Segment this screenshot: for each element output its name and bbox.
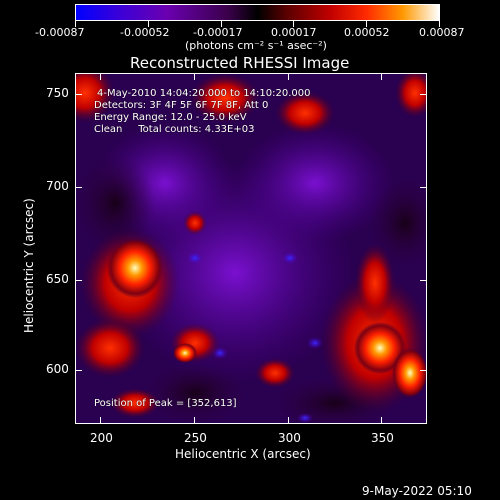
clean-counts-text: Clean Total counts: 4.33E+03 <box>94 124 255 135</box>
colorbar-tick-label: -0.00052 <box>120 26 170 39</box>
x-tick <box>194 73 195 80</box>
y-tick <box>75 370 82 371</box>
colorbar-tick <box>221 21 222 27</box>
y-tick-label: 700 <box>46 179 69 193</box>
colorbar-tick <box>366 21 367 27</box>
colorbar-units: (photons cm⁻² s⁻¹ asec⁻²) <box>185 39 327 52</box>
x-tick-label: 300 <box>278 431 301 445</box>
y-tick-label: 750 <box>46 86 69 100</box>
y-tick <box>420 280 427 281</box>
energy-range-text: Energy Range: 12.0 - 25.0 keV <box>94 112 247 123</box>
x-tick <box>288 417 289 424</box>
x-tick <box>381 417 382 424</box>
y-tick <box>420 94 427 95</box>
x-tick <box>100 417 101 424</box>
time-range-text: 4-May-2010 14:04:20.000 to 14:10:20.000 <box>97 88 311 99</box>
colorbar-tick <box>148 21 149 27</box>
y-tick-label: 600 <box>46 362 69 376</box>
y-tick <box>420 187 427 188</box>
x-tick <box>100 73 101 80</box>
y-tick-label: 650 <box>46 272 69 286</box>
intensity-map <box>75 73 427 424</box>
x-tick-label: 250 <box>184 431 207 445</box>
peak-position-text: Position of Peak = [352,613] <box>94 398 237 409</box>
colorbar-tick-label: 0.00052 <box>344 26 390 39</box>
colorbar-tick-label: 0.00087 <box>419 26 465 39</box>
y-tick <box>420 370 427 371</box>
x-tick <box>194 417 195 424</box>
x-axis-label: Heliocentric X (arcsec) <box>175 447 311 461</box>
detectors-text: Detectors: 3F 4F 5F 6F 7F 8F, Att 0 <box>94 100 269 111</box>
x-tick-label: 350 <box>371 431 394 445</box>
colorbar-tick-label: 0.00017 <box>271 26 317 39</box>
x-tick-label: 200 <box>90 431 113 445</box>
y-tick <box>75 280 82 281</box>
colorbar-tick <box>439 21 440 27</box>
colorbar <box>75 4 440 21</box>
y-tick <box>75 187 82 188</box>
x-tick <box>381 73 382 80</box>
rhessi-image-map <box>75 73 427 424</box>
colorbar-tick-label: -0.00017 <box>193 26 243 39</box>
colorbar-tick <box>75 21 76 27</box>
colorbar-tick-label: -0.00087 <box>35 26 85 39</box>
plot-title: Reconstructed RHESSI Image <box>130 54 350 72</box>
colorbar-tick <box>293 21 294 27</box>
y-axis-label: Heliocentric Y (arcsec) <box>22 198 36 333</box>
y-tick <box>75 94 82 95</box>
x-tick <box>288 73 289 80</box>
footer-date: 9-May-2022 05:10 <box>362 484 472 498</box>
